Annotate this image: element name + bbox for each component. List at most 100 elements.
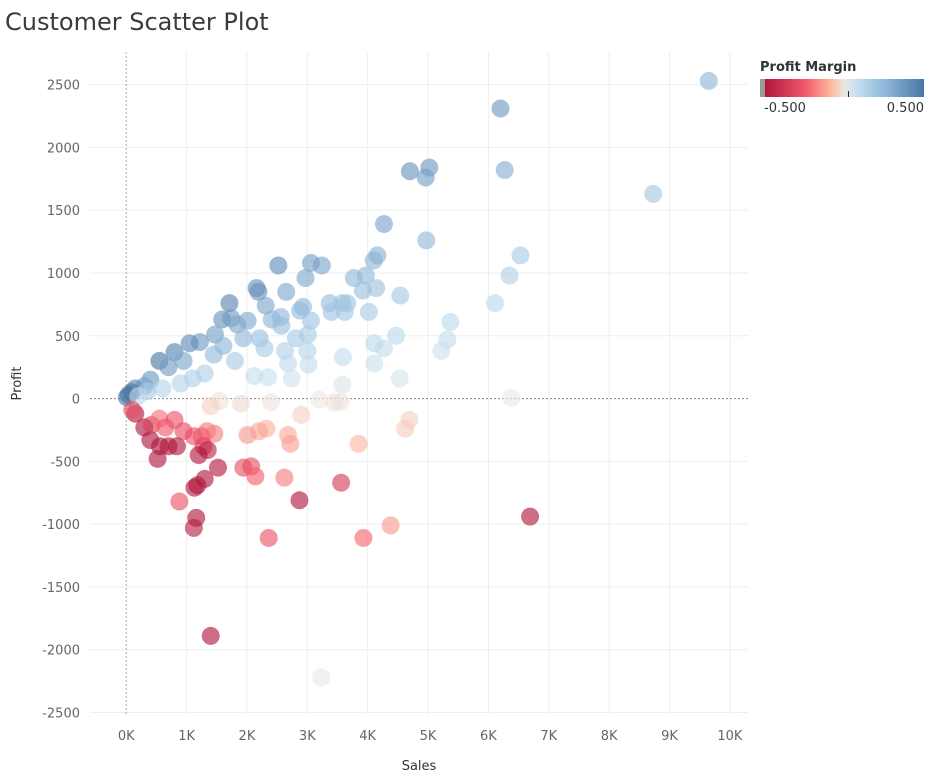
y-tick-label: 2000 <box>47 141 80 156</box>
data-point <box>159 358 178 377</box>
data-point <box>432 341 451 360</box>
color-legend: Profit Margin -0.500 0.500 <box>760 60 930 119</box>
data-point <box>374 215 393 234</box>
data-point <box>123 400 142 419</box>
data-point <box>396 419 415 438</box>
data-point <box>189 446 208 465</box>
y-tick-label: 2500 <box>47 79 80 94</box>
y-tick-label: -500 <box>50 455 80 470</box>
x-tick-label: 2K <box>239 729 256 744</box>
data-point <box>359 302 378 321</box>
data-point <box>381 516 400 535</box>
data-point <box>400 162 419 181</box>
data-point <box>292 405 311 424</box>
data-point <box>256 296 275 315</box>
data-point <box>259 528 278 547</box>
x-tick-label: 5K <box>420 729 437 744</box>
data-point <box>170 492 189 511</box>
data-point <box>249 282 268 301</box>
data-point <box>391 286 410 305</box>
data-point <box>231 394 250 413</box>
x-tick-label: 6K <box>480 729 497 744</box>
data-point <box>165 410 184 429</box>
data-point <box>272 316 291 335</box>
data-point <box>201 626 220 645</box>
data-point <box>312 668 331 687</box>
data-point <box>310 390 329 409</box>
data-point <box>174 351 193 370</box>
x-tick-label: 3K <box>299 729 316 744</box>
data-point <box>279 354 298 373</box>
data-point <box>495 161 514 180</box>
y-tick-label: 500 <box>55 330 80 345</box>
data-point <box>238 311 257 330</box>
data-point <box>333 375 352 394</box>
data-point <box>153 379 172 398</box>
data-point <box>390 369 409 388</box>
x-tick-label: 8K <box>601 729 618 744</box>
data-point <box>387 326 406 345</box>
data-point <box>364 251 383 270</box>
data-point <box>296 269 315 288</box>
legend-color-ramp <box>760 79 924 97</box>
data-point <box>417 231 436 250</box>
data-point <box>416 168 435 187</box>
data-point <box>354 528 373 547</box>
data-point <box>299 355 318 374</box>
data-point <box>644 184 663 203</box>
data-point <box>349 434 368 453</box>
legend-zero-tick <box>848 91 849 97</box>
x-tick-label: 1K <box>178 729 195 744</box>
y-tick-label: 0 <box>72 393 80 408</box>
y-tick-label: -2000 <box>42 644 80 659</box>
data-point <box>335 302 354 321</box>
data-point <box>301 311 320 330</box>
data-point <box>521 507 540 526</box>
legend-max-label: 0.500 <box>886 101 924 116</box>
data-point <box>148 449 167 468</box>
data-point <box>365 334 384 353</box>
data-point <box>344 269 363 288</box>
data-point <box>259 368 278 387</box>
data-point <box>129 387 148 406</box>
data-point <box>238 425 257 444</box>
data-point <box>333 348 352 367</box>
data-point <box>282 369 301 388</box>
data-point <box>699 71 718 90</box>
data-point <box>277 282 296 301</box>
data-point <box>367 279 386 298</box>
y-tick-label: 1000 <box>47 267 80 282</box>
data-point <box>491 99 510 118</box>
x-tick-label: 9K <box>661 729 678 744</box>
data-point <box>500 266 519 285</box>
chart-title: Customer Scatter Plot <box>5 8 269 36</box>
data-point <box>171 374 190 393</box>
data-point <box>290 491 309 510</box>
data-point <box>511 246 530 265</box>
data-point <box>262 393 281 412</box>
legend-min-label: -0.500 <box>764 101 806 116</box>
data-point <box>365 354 384 373</box>
data-point <box>502 388 521 407</box>
y-tick-label: 1500 <box>47 204 80 219</box>
x-tick-label: 0K <box>118 729 135 744</box>
y-axis-title: Profit <box>10 367 25 401</box>
data-point <box>298 325 317 344</box>
data-point <box>281 434 300 453</box>
data-point <box>184 518 203 537</box>
data-point <box>298 341 317 360</box>
x-axis-title: Sales <box>402 759 437 774</box>
data-point <box>486 294 505 313</box>
data-point <box>180 334 199 353</box>
data-point <box>269 256 288 275</box>
data-point <box>353 281 372 300</box>
data-point <box>332 473 351 492</box>
data-point <box>225 351 244 370</box>
y-tick-label: -2500 <box>42 706 80 721</box>
data-point <box>246 467 265 486</box>
data-point <box>331 392 350 411</box>
data-point <box>441 312 460 331</box>
data-point <box>312 256 331 275</box>
data-point <box>255 339 274 358</box>
